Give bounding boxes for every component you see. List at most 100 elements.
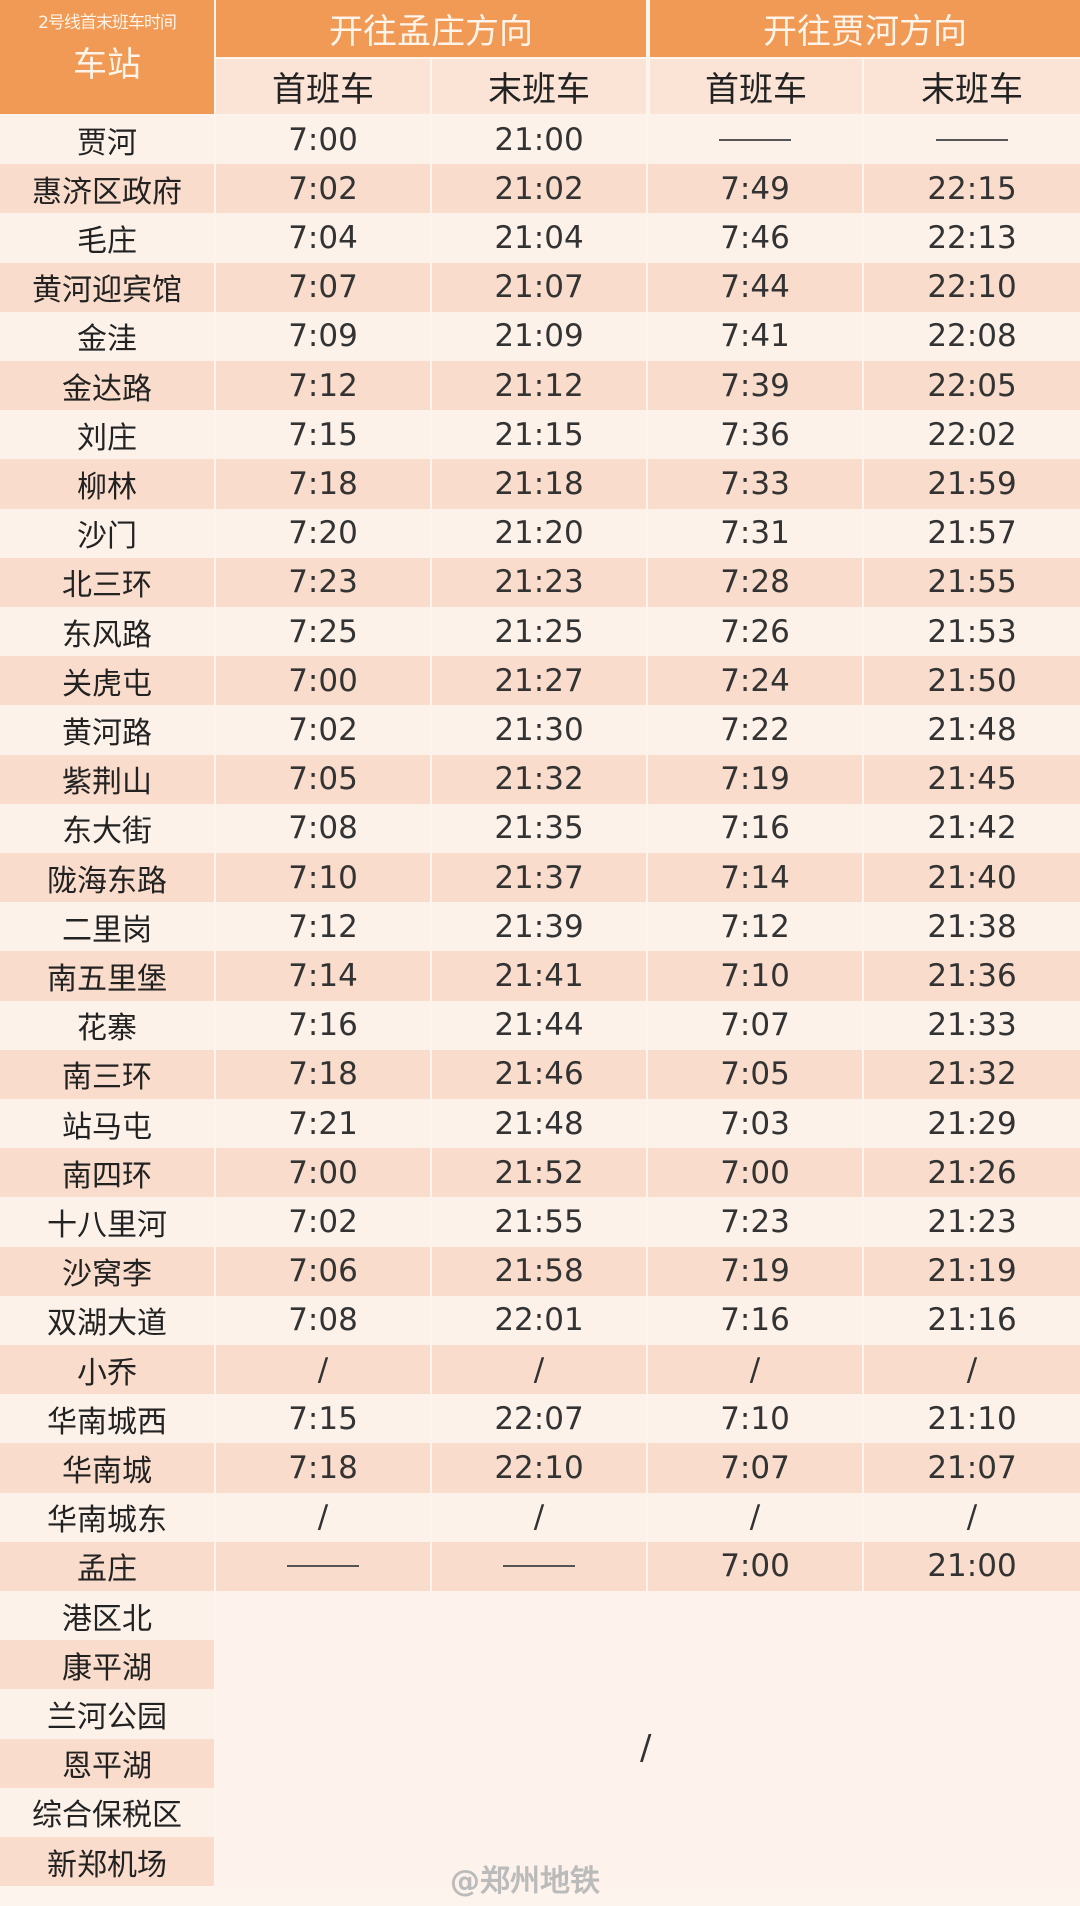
time-cell-text: 21:02 [494, 170, 584, 207]
time-cell: 21:26 [864, 1148, 1080, 1198]
station-name-text: 贾河 [77, 125, 137, 161]
station-name: 关虎屯 [0, 656, 214, 706]
time-cell-text: 7:44 [720, 269, 790, 306]
time-cell: 7:44 [648, 262, 862, 312]
station-name: 孟庄 [0, 1541, 214, 1591]
table-row: 二里岗 7:12 21:39 7:12 21:38 [0, 902, 1080, 952]
table-row: 港区北 [0, 1591, 216, 1641]
time-cell: 21:16 [864, 1295, 1080, 1345]
time-cell: 21:38 [864, 902, 1080, 952]
time-cell-text: 21:37 [494, 859, 584, 896]
table-row: 南四环 7:00 21:52 7:00 21:26 [0, 1148, 1080, 1198]
time-cell-text: 21:53 [927, 613, 1017, 650]
table-caption: 2号线首末班车时间 [38, 13, 177, 33]
time-cell: 21:37 [432, 853, 646, 903]
time-cell: 7:36 [648, 410, 862, 460]
station-name: 黄河迎宾馆 [0, 262, 214, 312]
time-cell: 7:12 [216, 361, 430, 411]
station-name: 东大街 [0, 803, 214, 853]
station-name: 站马屯 [0, 1099, 214, 1149]
time-cell: 7:02 [216, 164, 430, 214]
time-cell-text [287, 1565, 359, 1568]
table-row: 黄河路 7:02 21:30 7:22 21:48 [0, 705, 1080, 755]
time-cell: 22:07 [432, 1394, 646, 1444]
station-name-text: 北三环 [62, 568, 152, 604]
station-name: 华南城 [0, 1443, 214, 1493]
station-name-text: 南五里堡 [47, 961, 167, 997]
time-cell-text: / [317, 1499, 329, 1536]
time-cell-text [503, 1565, 575, 1568]
station-name-text: 关虎屯 [62, 666, 152, 702]
station-name-text: 孟庄 [77, 1552, 137, 1588]
time-cell-text: 7:07 [720, 1449, 790, 1486]
table-row: 孟庄 7:00 21:00 [0, 1541, 1080, 1591]
time-cell: 21:44 [432, 1000, 646, 1050]
time-cell: 21:10 [864, 1394, 1080, 1444]
time-cell-text: 7:49 [720, 170, 790, 207]
station-name: 华南城西 [0, 1394, 214, 1444]
time-cell: 7:15 [216, 1394, 430, 1444]
time-cell-text: 7:12 [720, 908, 790, 945]
table-row: 东风路 7:25 21:25 7:26 21:53 [0, 607, 1080, 657]
time-cell-text: 21:58 [494, 1253, 584, 1290]
time-cell-text: 7:23 [720, 1203, 790, 1240]
time-cell: 21:50 [864, 656, 1080, 706]
station-name: 毛庄 [0, 213, 214, 263]
time-cell: 7:00 [216, 1148, 430, 1198]
time-cell-text: 7:00 [720, 1548, 790, 1585]
time-cell: 7:05 [216, 754, 430, 804]
station-name-text: 沙门 [77, 519, 137, 555]
time-cell: 21:59 [864, 459, 1080, 509]
time-cell-text: 21:50 [927, 662, 1017, 699]
station-name-text: 黄河迎宾馆 [32, 273, 182, 309]
station-name-text: 港区北 [62, 1601, 152, 1637]
station-column-label: 车站 [73, 45, 141, 85]
time-cell: / [216, 1345, 430, 1395]
station-name-text: 东风路 [62, 617, 152, 653]
time-cell-text: 21:35 [494, 810, 584, 847]
table-row: 关虎屯 7:00 21:27 7:24 21:50 [0, 656, 1080, 706]
time-cell-text: 21:36 [927, 957, 1017, 994]
time-cell-text: 21:12 [494, 367, 584, 404]
time-cell-text: / [966, 1499, 978, 1536]
station-name: 南三环 [0, 1049, 214, 1099]
time-cell-text: 7:05 [720, 1056, 790, 1093]
time-cell-text: 7:22 [720, 711, 790, 748]
time-cell-text: 7:25 [288, 613, 358, 650]
station-name-text: 综合保税区 [32, 1798, 182, 1834]
station-name-text: 二里岗 [62, 912, 152, 948]
time-cell: 22:15 [864, 164, 1080, 214]
time-cell: 7:14 [648, 853, 862, 903]
time-cell-text: 7:16 [720, 810, 790, 847]
table-row: 华南城 7:18 22:10 7:07 21:07 [0, 1443, 1080, 1493]
time-cell-text: 21:59 [927, 465, 1017, 502]
time-cell-text: 7:02 [288, 1203, 358, 1240]
time-cell-text: 7:00 [288, 662, 358, 699]
time-cell-text: 21:07 [927, 1449, 1017, 1486]
time-cell: 21:20 [432, 508, 646, 558]
station-name: 南四环 [0, 1148, 214, 1198]
time-cell-text: 21:23 [927, 1203, 1017, 1240]
time-cell: 21:00 [864, 1541, 1080, 1591]
time-cell: 7:10 [648, 951, 862, 1001]
station-name: 综合保税区 [0, 1787, 214, 1837]
time-cell: 21:39 [432, 902, 646, 952]
time-cell-text: 7:31 [720, 515, 790, 552]
station-name: 二里岗 [0, 902, 214, 952]
time-cell: 7:08 [216, 1295, 430, 1345]
time-cell: 21:27 [432, 656, 646, 706]
direction-jiahe-header: 开往贾河方向 [650, 0, 1080, 57]
subheader-first-train: 首班车 [650, 59, 862, 114]
time-cell: 22:01 [432, 1295, 646, 1345]
time-cell-text: 21:41 [494, 957, 584, 994]
table-row: 南三环 7:18 21:46 7:05 21:32 [0, 1049, 1080, 1099]
time-cell-text: 7:00 [720, 1154, 790, 1191]
time-cell-text: 7:08 [288, 810, 358, 847]
time-cell: 21:40 [864, 853, 1080, 903]
time-cell-text: 7:04 [288, 219, 358, 256]
station-name-text: 兰河公园 [47, 1699, 167, 1735]
station-name-text: 南四环 [62, 1158, 152, 1194]
station-name-text: 紫荆山 [62, 765, 152, 801]
table-row: 花寨 7:16 21:44 7:07 21:33 [0, 1000, 1080, 1050]
time-cell: 21:07 [864, 1443, 1080, 1493]
